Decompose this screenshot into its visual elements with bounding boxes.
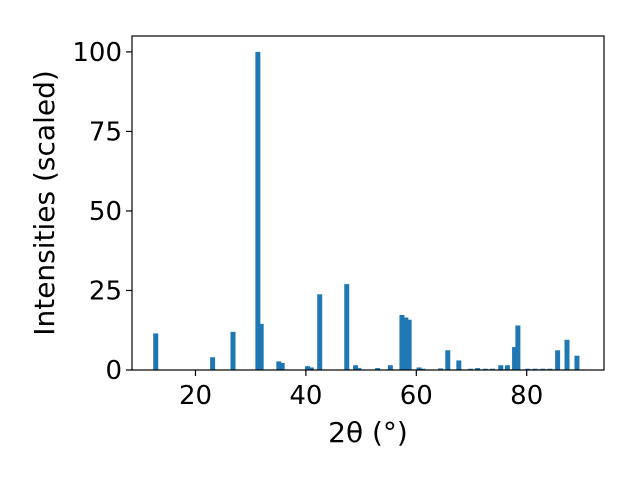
bar-3	[255, 51, 261, 371]
bars-group	[153, 51, 580, 371]
bar-11	[353, 365, 359, 370]
plot-frame	[131, 35, 605, 371]
bar-24	[475, 368, 481, 370]
bar-25	[482, 368, 488, 370]
bar-32	[532, 368, 538, 370]
bar-19	[420, 368, 426, 370]
bar-22	[456, 360, 462, 370]
bar-1	[210, 357, 216, 370]
y-tick-label-100: 100	[72, 38, 122, 68]
x-tick-label-20: 20	[179, 381, 212, 411]
bar-12	[356, 368, 362, 370]
bar-34	[547, 368, 553, 370]
bar-20	[438, 368, 444, 370]
y-axis-ticks: 0 25 50 75 100	[72, 38, 132, 386]
bar-15	[399, 314, 405, 370]
bar-4	[258, 323, 264, 370]
x-tick-label-80: 80	[510, 381, 543, 411]
bar-26	[489, 368, 495, 370]
bar-5	[276, 361, 282, 370]
bar-31	[525, 368, 531, 370]
bar-2	[230, 331, 236, 370]
bar-8	[308, 367, 314, 370]
bar-7	[305, 366, 311, 370]
y-tick-label-50: 50	[89, 197, 122, 227]
bar-27	[498, 365, 504, 370]
bar-21	[445, 350, 451, 370]
bar-33	[540, 368, 546, 370]
x-tick-label-60: 60	[400, 381, 433, 411]
bar-0	[153, 333, 159, 370]
x-axis-label: 2θ (°)	[328, 416, 408, 449]
y-tick-label-0: 0	[105, 356, 122, 386]
bar-9	[317, 294, 323, 370]
bar-14	[387, 365, 393, 370]
bar-36	[564, 339, 570, 370]
bar-16	[403, 317, 409, 370]
bar-37	[574, 355, 580, 370]
bar-35	[555, 350, 561, 370]
bar-10	[344, 284, 350, 370]
bar-13	[375, 368, 381, 370]
bar-30	[515, 325, 521, 370]
y-tick-label-75: 75	[89, 117, 122, 147]
y-axis-label: Intensities (scaled)	[28, 70, 61, 336]
bar-18	[416, 367, 422, 370]
y-tick-label-25: 25	[89, 276, 122, 306]
x-tick-label-40: 40	[289, 381, 322, 411]
bar-17	[406, 319, 412, 370]
bar-23	[467, 368, 473, 370]
bar-6	[279, 363, 285, 370]
x-axis-ticks: 20 40 60 80	[179, 370, 543, 411]
bar-28	[504, 365, 510, 370]
bar-29	[512, 347, 518, 370]
